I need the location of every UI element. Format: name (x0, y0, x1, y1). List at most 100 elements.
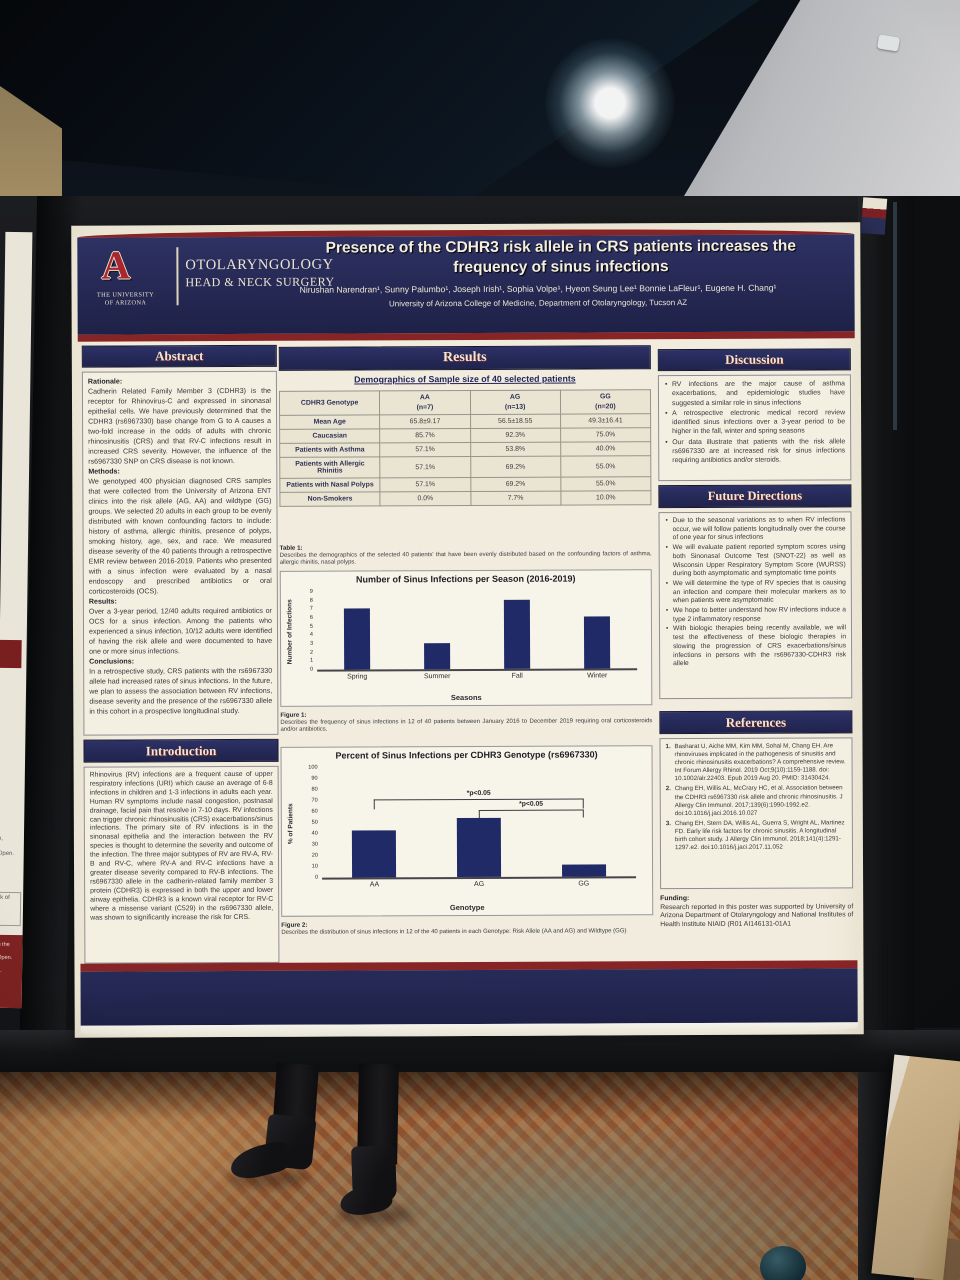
table-cell: 56.5±18.55 (470, 414, 561, 429)
abstract-paragraph: Rationale: Cadherin Related Family Member… (87, 377, 272, 466)
research-poster: A THE UNIVERSITY OF ARIZONA OTOLARYNGOLO… (71, 222, 864, 1038)
frame-gap (893, 202, 897, 430)
table-cell: 7.7% (470, 491, 561, 506)
funding-text: Research reported in this poster was sup… (660, 903, 854, 929)
figure2-caption: Figure 2: Describes the distribution of … (281, 920, 653, 937)
text-fragment: g the (0, 941, 10, 948)
discussion-text: RV infections are the major cause of ast… (657, 374, 852, 482)
bar-AA (352, 830, 397, 878)
y-axis-label: Number of Infections (286, 599, 294, 665)
footer-band (80, 968, 858, 1026)
table-title: Demographics of Sample size of 40 select… (354, 373, 576, 385)
neighbor-red-band: g the Open. a. (0, 934, 23, 1009)
y-tick: 1 (309, 658, 314, 665)
bullet-item: Our data illustrate that patients with t… (672, 437, 845, 466)
demographics-table: CDHR3 Genotype AA (n=7) AG (n=13) GG (n=20) Mea… (278, 389, 652, 507)
x-tick-Winter: Winter (587, 672, 608, 680)
reference-item: 1. Basharat U, Aiche MM, Kim MM, Sohal M,… (665, 742, 846, 783)
bar-AG (456, 817, 502, 878)
y-tick: 80 (311, 786, 318, 793)
section-header-abstract: Abstract (81, 344, 277, 368)
significance-bracket: *p<0.05 (374, 790, 584, 810)
table-cell: 57.1% (379, 442, 471, 457)
text-fragment: a. (0, 965, 20, 978)
university-name-line2: OF ARIZONA (104, 299, 147, 307)
row-label: Non-Smokers (279, 491, 381, 507)
chart-title: Number of Sinus Infections per Season (2… (355, 573, 576, 585)
row-label: Patients with Asthma (279, 442, 381, 458)
university-name: THE UNIVERSITY OF ARIZONA (80, 291, 172, 307)
table-cell: 75.0% (560, 427, 651, 443)
y-tick: 90 (311, 775, 318, 782)
figure2-genotype-chart: Percent of Sinus Infections per CDHR3 Ge… (280, 745, 654, 917)
poster-header: A THE UNIVERSITY OF ARIZONA OTOLARYNGOLO… (77, 228, 855, 342)
text-fragment: Open. (0, 954, 13, 962)
table-cell: 57.1% (380, 456, 471, 478)
significance-label: *p<0.05 (466, 789, 491, 797)
university-of-arizona-logo: A (101, 242, 131, 288)
y-tick: 60 (311, 808, 318, 815)
ceiling (0, 0, 960, 198)
table-cell: 55.0% (560, 476, 651, 492)
floor-object (760, 1246, 806, 1280)
bullet-item: A retrospective electronic medical recor… (672, 408, 845, 437)
y-tick: 2 (309, 649, 314, 656)
section-header-references: References (659, 710, 853, 735)
table-cell: 49.3±16.41 (560, 413, 651, 429)
row-label: Mean Age (279, 414, 380, 430)
bar-Winter (583, 616, 611, 669)
x-tick-Summer: Summer (423, 673, 451, 681)
text-fragment: r (0, 862, 24, 877)
bullet-item: Due to the seasonal variations as to whe… (673, 516, 846, 543)
bullet-item: We will determine the type of RV species… (673, 579, 846, 606)
table-header-cell: GG (n=20) (560, 389, 651, 415)
y-tick: 9 (309, 588, 313, 595)
text-fragment: Open. (0, 850, 15, 858)
references-list: 1. Basharat U, Aiche MM, Kim MM, Sohal M,… (659, 737, 854, 890)
neighbor-red-box (0, 639, 22, 669)
bar-GG (561, 864, 606, 877)
x-tick-Spring: Spring (347, 673, 368, 681)
neighbor-text-box: k of (0, 891, 22, 927)
table-header-cell: CDHR3 Genotype (279, 390, 380, 416)
chart-title: Percent of Sinus Infections per CDHR3 Ge… (335, 749, 598, 761)
plot-area: 0 1 2 3 4 5 6 7 8 9 Spring Summer Fall Winter (310, 589, 638, 681)
funding-note: Funding: Research reported in this poste… (660, 894, 853, 930)
table-caption-text: Describes the demographics of the select… (279, 550, 652, 567)
table-row: Patients with Allergic Rhinitis 57.1% 69.2… (279, 455, 651, 479)
table-caption: Table 1: Describes the demographics of t… (280, 543, 652, 567)
poster-title-line2: frequency of sinus infections (453, 258, 669, 277)
y-tick: 40 (311, 830, 318, 837)
abstract-paragraph: Results: Over a 3-year period, 12/40 adul… (88, 597, 273, 656)
bar-Summer (424, 643, 451, 670)
table-cell: 57.1% (380, 477, 471, 492)
table-cell: 10.0% (560, 490, 651, 506)
bullet-item: We will evaluate patient reported sympto… (673, 543, 846, 579)
bullet-item: We hope to better understand how RV infe… (673, 606, 846, 624)
adjacent-panel (912, 196, 960, 1028)
table-cell: 53.8% (470, 442, 561, 457)
text-fragment: n, (0, 835, 4, 842)
section-header-results: Results (278, 345, 651, 371)
abstract-paragraph: Conclusions: In a retrospective study, CR… (89, 657, 273, 716)
carpet (0, 1068, 960, 1280)
logo-divider (176, 247, 179, 306)
bullet-item: RV infections are the major cause of ast… (672, 379, 845, 408)
x-tick-GG: GG (578, 880, 590, 888)
row-label: Patients with Allergic Rhinitis (279, 456, 381, 479)
y-tick: 10 (311, 863, 319, 870)
y-tick: 50 (311, 819, 318, 826)
plot-area: 0 10 20 30 40 50 60 70 80 90 100 AA AG GG *p<0.05 *p<0.… (308, 765, 637, 888)
future-directions-bullets: Due to the seasonal variations as to whe… (665, 516, 847, 669)
y-tick: 100 (308, 764, 318, 771)
table-cell: 69.2% (470, 456, 561, 478)
section-header-future-directions: Future Directions (658, 484, 852, 509)
bullet-item: With biologic therapies being recently a… (673, 625, 846, 669)
y-tick: 20 (311, 852, 318, 859)
discussion-bullets: RV infections are the major cause of ast… (664, 379, 845, 465)
y-tick: 30 (311, 841, 318, 848)
table-cell: 0.0% (380, 491, 471, 506)
abstract-paragraph: Methods: We genotyped 400 physician diagn… (88, 467, 272, 596)
significance-label: *p<0.05 (519, 800, 544, 808)
